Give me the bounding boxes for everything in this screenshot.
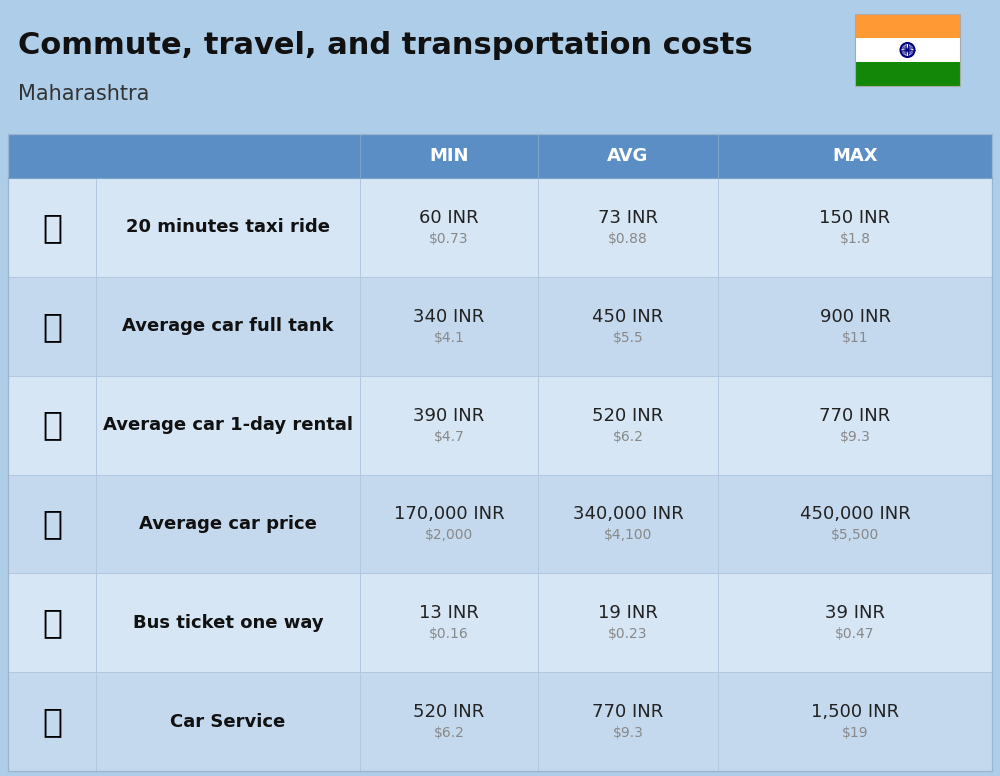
Text: 19 INR: 19 INR — [598, 605, 658, 622]
Text: 340,000 INR: 340,000 INR — [573, 505, 683, 524]
Text: 450 INR: 450 INR — [592, 308, 664, 326]
Text: MAX: MAX — [832, 147, 878, 165]
Text: 520 INR: 520 INR — [413, 703, 485, 721]
Text: 150 INR: 150 INR — [819, 209, 891, 227]
FancyBboxPatch shape — [8, 573, 992, 672]
FancyBboxPatch shape — [8, 134, 992, 178]
Text: 73 INR: 73 INR — [598, 209, 658, 227]
Text: 340 INR: 340 INR — [413, 308, 485, 326]
Text: 390 INR: 390 INR — [413, 407, 485, 424]
Text: ⛽: ⛽ — [42, 310, 62, 343]
Text: Car Service: Car Service — [170, 712, 286, 730]
Text: $6.2: $6.2 — [434, 726, 464, 740]
Text: $1.8: $1.8 — [840, 232, 871, 246]
Text: 1,500 INR: 1,500 INR — [811, 703, 899, 721]
Text: $5.5: $5.5 — [613, 331, 643, 345]
Text: 60 INR: 60 INR — [419, 209, 479, 227]
Text: $9.3: $9.3 — [840, 430, 870, 444]
FancyBboxPatch shape — [8, 376, 992, 474]
FancyBboxPatch shape — [8, 178, 992, 277]
Text: 450,000 INR: 450,000 INR — [800, 505, 910, 524]
Text: $0.73: $0.73 — [429, 232, 469, 246]
Text: $0.23: $0.23 — [608, 627, 648, 641]
Text: 🚗: 🚗 — [42, 508, 62, 540]
FancyBboxPatch shape — [855, 38, 960, 62]
Text: $11: $11 — [842, 331, 868, 345]
Text: $0.47: $0.47 — [835, 627, 875, 641]
FancyBboxPatch shape — [8, 474, 992, 573]
Text: 🛠: 🛠 — [42, 705, 62, 738]
Text: 🚕: 🚕 — [42, 211, 62, 244]
FancyBboxPatch shape — [855, 14, 960, 38]
FancyBboxPatch shape — [8, 672, 992, 771]
Text: Average car full tank: Average car full tank — [122, 317, 334, 335]
Text: $19: $19 — [842, 726, 868, 740]
Text: Maharashtra: Maharashtra — [18, 84, 149, 104]
FancyBboxPatch shape — [855, 62, 960, 86]
Text: $0.16: $0.16 — [429, 627, 469, 641]
Text: Average car 1-day rental: Average car 1-day rental — [103, 416, 353, 434]
Text: $5,500: $5,500 — [831, 528, 879, 542]
Text: 🚙: 🚙 — [42, 409, 62, 442]
Text: 900 INR: 900 INR — [820, 308, 891, 326]
Text: $9.3: $9.3 — [613, 726, 643, 740]
Text: $4.1: $4.1 — [434, 331, 464, 345]
Text: AVG: AVG — [607, 147, 649, 165]
Text: $2,000: $2,000 — [425, 528, 473, 542]
Text: $4.7: $4.7 — [434, 430, 464, 444]
Text: $0.88: $0.88 — [608, 232, 648, 246]
Text: 520 INR: 520 INR — [592, 407, 664, 424]
Text: 🚌: 🚌 — [42, 606, 62, 639]
Text: Commute, travel, and transportation costs: Commute, travel, and transportation cost… — [18, 31, 753, 60]
Text: $6.2: $6.2 — [613, 430, 643, 444]
Text: 170,000 INR: 170,000 INR — [394, 505, 504, 524]
FancyBboxPatch shape — [8, 277, 992, 376]
Text: $4,100: $4,100 — [604, 528, 652, 542]
Text: MIN: MIN — [429, 147, 469, 165]
Text: Bus ticket one way: Bus ticket one way — [133, 614, 323, 632]
Text: Average car price: Average car price — [139, 515, 317, 533]
Text: 39 INR: 39 INR — [825, 605, 885, 622]
Text: 770 INR: 770 INR — [592, 703, 664, 721]
Text: 20 minutes taxi ride: 20 minutes taxi ride — [126, 218, 330, 237]
Text: 13 INR: 13 INR — [419, 605, 479, 622]
Text: 770 INR: 770 INR — [819, 407, 891, 424]
